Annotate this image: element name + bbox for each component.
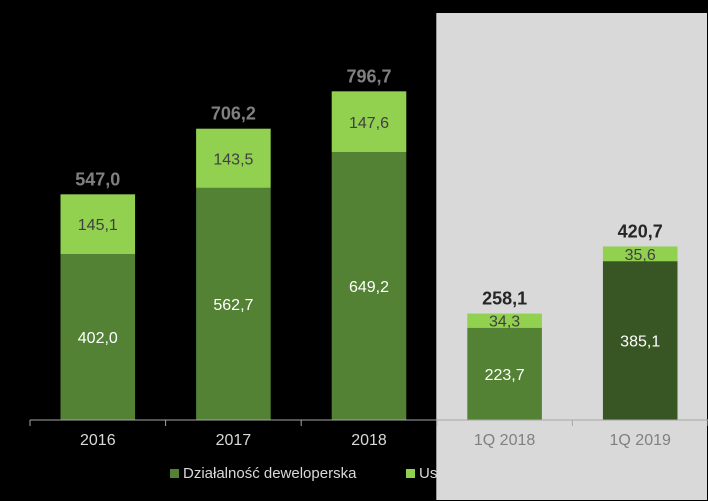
data-label-us-ugi-najmu: 35,6 bbox=[625, 247, 656, 264]
category-label: 1Q 2018 bbox=[474, 432, 535, 449]
bar-dzia-alno-deweloperska-1q-2018 bbox=[467, 327, 542, 420]
legend: Działalność deweloperska Usługi najmu bbox=[170, 465, 506, 482]
bars-layer bbox=[60, 91, 678, 420]
category-label: 2017 bbox=[216, 432, 252, 449]
legend-swatch-us-ugi-najmu bbox=[406, 469, 415, 478]
bar-us-ugi-najmu-2018 bbox=[331, 91, 407, 153]
category-label: 2018 bbox=[351, 432, 387, 449]
bar-us-ugi-najmu-2017 bbox=[196, 128, 271, 188]
bar-us-ugi-najmu-1q-2019 bbox=[602, 246, 678, 262]
data-label-us-ugi-najmu: 145,1 bbox=[78, 217, 118, 234]
data-label-dzia-alno-deweloperska: 649,2 bbox=[349, 279, 389, 296]
category-label: 2016 bbox=[80, 432, 116, 449]
total-label: 796,7 bbox=[346, 66, 391, 86]
bar-dzia-alno-deweloperska-2017 bbox=[196, 187, 271, 420]
data-label-us-ugi-najmu: 143,5 bbox=[213, 151, 253, 168]
total-label: 706,2 bbox=[211, 104, 256, 124]
labels-layer: 402,0 145,1 547,0 2016 562,7 143,5 706,2 2017 64… bbox=[75, 66, 671, 449]
bar-us-ugi-najmu-2016 bbox=[60, 194, 136, 255]
bar-dzia-alno-deweloperska-1q-2019 bbox=[602, 261, 678, 420]
bar-dzia-alno-deweloperska-2018 bbox=[331, 152, 407, 420]
x-axis-ticks bbox=[29, 420, 708, 426]
data-label-dzia-alno-deweloperska: 385,1 bbox=[620, 334, 660, 351]
total-label: 420,7 bbox=[618, 221, 663, 241]
bar-us-ugi-najmu-1q-2018 bbox=[467, 313, 542, 328]
legend-swatch-dzia-alno-deweloperska bbox=[170, 469, 179, 478]
data-label-dzia-alno-deweloperska: 562,7 bbox=[213, 297, 253, 314]
data-label-us-ugi-najmu: 147,6 bbox=[349, 115, 389, 132]
total-label: 258,1 bbox=[482, 289, 527, 309]
total-label: 547,0 bbox=[75, 169, 120, 189]
legend-label-dzia-alno-deweloperska: Działalność deweloperska bbox=[183, 465, 357, 482]
data-label-dzia-alno-deweloperska: 402,0 bbox=[78, 330, 118, 347]
legend-label-us-ugi-najmu: Usługi najmu bbox=[419, 465, 506, 482]
data-label-us-ugi-najmu: 34,3 bbox=[489, 314, 520, 331]
bar-dzia-alno-deweloperska-2016 bbox=[60, 254, 136, 420]
data-label-dzia-alno-deweloperska: 223,7 bbox=[485, 367, 525, 384]
category-label: 1Q 2019 bbox=[610, 432, 671, 449]
